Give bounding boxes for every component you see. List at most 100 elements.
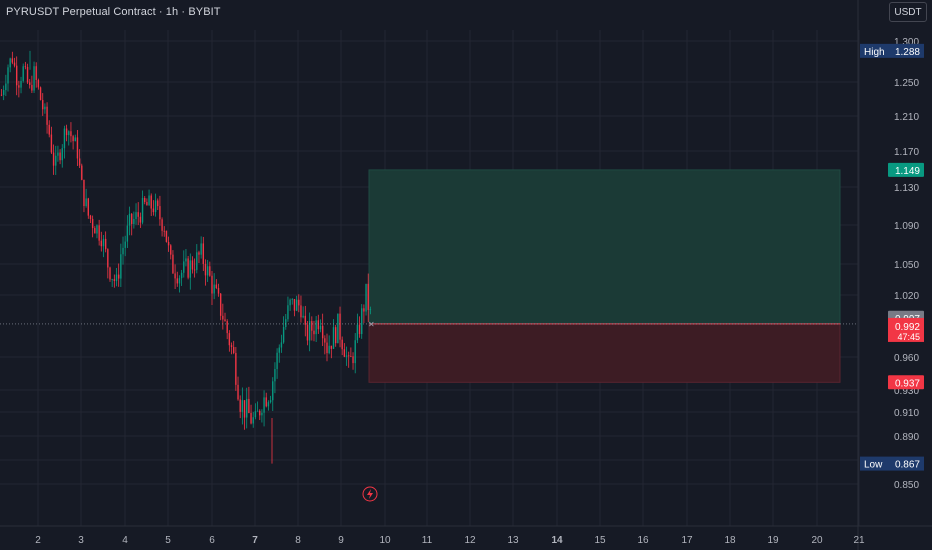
candle-body bbox=[89, 215, 92, 219]
candle-body bbox=[354, 340, 356, 364]
price-tick-label: 1.250 bbox=[894, 78, 919, 89]
candle-body bbox=[326, 342, 328, 354]
candle-body bbox=[87, 198, 89, 216]
candle-body bbox=[185, 258, 187, 262]
time-tick-label: 7 bbox=[252, 535, 258, 546]
candle-body bbox=[269, 400, 272, 403]
price-tick-label: 0.850 bbox=[894, 480, 919, 491]
candle-body bbox=[311, 321, 313, 331]
candle-body bbox=[365, 283, 367, 312]
candle-body bbox=[278, 347, 280, 353]
candle-body bbox=[7, 67, 9, 84]
candle-body bbox=[287, 305, 289, 320]
candle-body bbox=[180, 272, 183, 279]
currency-button[interactable]: USDT bbox=[889, 2, 927, 22]
candle-body bbox=[154, 200, 157, 213]
candle-body bbox=[126, 225, 129, 242]
time-tick-label: 15 bbox=[594, 535, 606, 546]
candle-body bbox=[104, 238, 107, 250]
candle-body bbox=[20, 80, 22, 88]
candle-body bbox=[363, 308, 365, 312]
candle-body bbox=[252, 417, 254, 424]
candle-body bbox=[161, 219, 163, 231]
time-tick-label: 17 bbox=[681, 535, 693, 546]
candle-body bbox=[256, 410, 259, 412]
candle-body bbox=[328, 345, 330, 354]
last-price-badge-bg bbox=[888, 317, 924, 342]
time-tick-label: 16 bbox=[637, 535, 649, 546]
candle-body bbox=[139, 216, 142, 223]
candle-body bbox=[170, 245, 172, 255]
candle-body bbox=[46, 106, 48, 125]
stop-loss-badge-bg bbox=[888, 375, 924, 390]
candle-body bbox=[78, 158, 81, 166]
candle-body bbox=[196, 252, 198, 270]
candle-body bbox=[120, 254, 122, 279]
candle-body bbox=[321, 325, 324, 339]
candle-body bbox=[172, 254, 174, 274]
loss-zone bbox=[368, 323, 841, 383]
candle-body bbox=[81, 165, 83, 180]
candle-body bbox=[57, 152, 59, 156]
candle-body bbox=[265, 397, 267, 407]
candle-body bbox=[198, 252, 200, 255]
candle-body bbox=[219, 293, 222, 316]
candle-body bbox=[137, 212, 139, 217]
price-tick-label: 0.960 bbox=[894, 353, 919, 364]
last-price-value: 0.992 bbox=[895, 322, 920, 333]
candle-body bbox=[291, 298, 293, 300]
candle-body bbox=[29, 82, 31, 85]
price-tick-label: 0.910 bbox=[894, 408, 919, 419]
candle-body bbox=[211, 275, 213, 294]
time-tick-label: 19 bbox=[767, 535, 779, 546]
candle-body bbox=[341, 339, 343, 350]
candle-body bbox=[133, 218, 135, 224]
high-badge: High 1.288 bbox=[860, 43, 924, 58]
stop-loss-badge: 0.937 bbox=[888, 375, 924, 390]
candle-body bbox=[117, 274, 120, 279]
price-tick-label: 0.890 bbox=[894, 432, 919, 443]
candle-body bbox=[65, 128, 68, 136]
take-profit-badge-bg bbox=[888, 162, 924, 177]
candle-body bbox=[146, 201, 148, 206]
price-tick-label: 1.020 bbox=[894, 291, 919, 302]
candle-body bbox=[330, 345, 333, 349]
chart-title: PYRUSDT Perpetual Contract · 1h · BYBIT bbox=[6, 6, 221, 18]
candle-body bbox=[124, 241, 126, 248]
time-tick-label: 11 bbox=[422, 535, 433, 546]
candle-body bbox=[282, 326, 285, 343]
candle-body bbox=[115, 274, 118, 281]
candle-body bbox=[332, 327, 335, 349]
candle-body bbox=[24, 66, 27, 68]
candle-body bbox=[230, 345, 233, 348]
candle-body bbox=[68, 131, 70, 136]
candle-body bbox=[35, 66, 37, 80]
candle-body bbox=[113, 279, 116, 281]
candle-body bbox=[243, 400, 246, 418]
candle-body bbox=[276, 352, 278, 370]
time-tick-label: 2 bbox=[35, 535, 41, 546]
event-lightning-icon[interactable] bbox=[362, 486, 378, 502]
candle-body bbox=[228, 333, 231, 346]
candle-body bbox=[272, 381, 274, 401]
candle-body bbox=[144, 197, 146, 202]
candle-body bbox=[202, 243, 205, 264]
candle-body bbox=[206, 266, 209, 276]
candle-body bbox=[263, 397, 265, 413]
candle-body bbox=[109, 267, 111, 280]
time-tick-label: 10 bbox=[379, 535, 391, 546]
time-tick-label: 4 bbox=[122, 535, 128, 546]
candle-body bbox=[55, 155, 57, 166]
candle-body bbox=[63, 128, 66, 149]
candle-body bbox=[61, 148, 63, 161]
candle-body bbox=[76, 137, 79, 159]
price-axis: 1.300 1.250 1.210 1.170 1.130 1.090 1.050 1.020… bbox=[894, 37, 919, 491]
profit-zone bbox=[368, 169, 841, 325]
candle-body bbox=[302, 315, 304, 318]
stop-loss-badge-text: 0.937 bbox=[895, 378, 920, 389]
time-tick-label: 8 bbox=[295, 535, 301, 546]
candle-body bbox=[215, 284, 218, 289]
candle-body bbox=[159, 206, 161, 220]
